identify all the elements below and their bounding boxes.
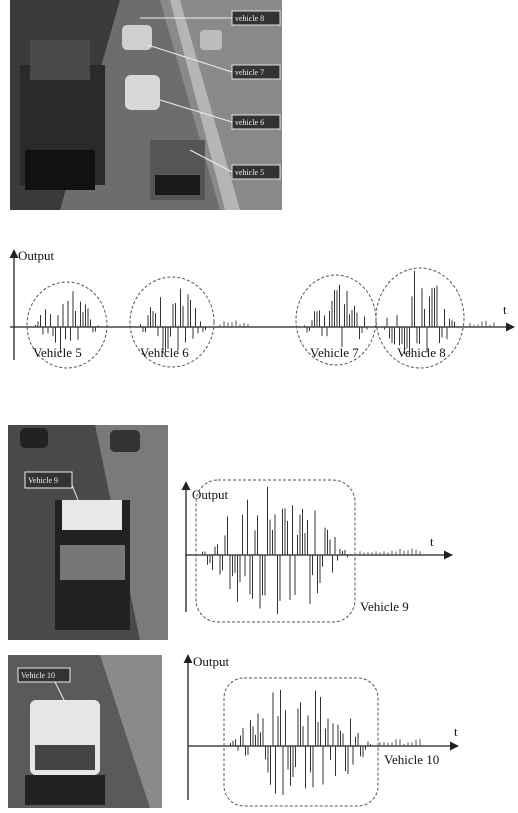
signal-plot: Output t Vehicle 10: [183, 654, 459, 807]
group-label: Vehicle 5: [33, 345, 82, 360]
group-outline: [223, 677, 379, 807]
signal-plot: Output t Vehicle 9: [181, 479, 453, 623]
traffic-photo: Vehicle 9: [8, 425, 168, 640]
photo-label: Vehicle 10: [21, 671, 55, 680]
photo-label: vehicle 8: [235, 14, 264, 23]
photo-label: Vehicle 9: [28, 476, 58, 485]
group-label: Vehicle 9: [360, 599, 409, 614]
signal-plot: Output t Vehicle 5 Vehicle 6 Vehicle 7 V…: [9, 248, 515, 369]
axis-label: t: [430, 534, 434, 549]
axis-label: Output: [18, 248, 55, 263]
group-outline: [195, 479, 356, 623]
group-outline: [375, 267, 465, 369]
group-outline: [26, 281, 108, 369]
axis-label: Output: [192, 487, 229, 502]
axis-label: t: [454, 724, 458, 739]
group-label: Vehicle 10: [384, 752, 439, 767]
traffic-photo: vehicle 8 vehicle 7 vehicle 6 vehicle 5: [10, 0, 282, 210]
axis-label: Output: [193, 654, 230, 669]
group-label: Vehicle 7: [310, 345, 359, 360]
group-outline: [129, 276, 215, 368]
group-label: Vehicle 6: [140, 345, 189, 360]
photo-label: vehicle 6: [235, 118, 264, 127]
photo-label: vehicle 5: [235, 168, 264, 177]
photo-label: vehicle 7: [235, 68, 264, 77]
traffic-photo: Vehicle 10: [8, 655, 162, 808]
axis-label: t: [503, 302, 507, 317]
